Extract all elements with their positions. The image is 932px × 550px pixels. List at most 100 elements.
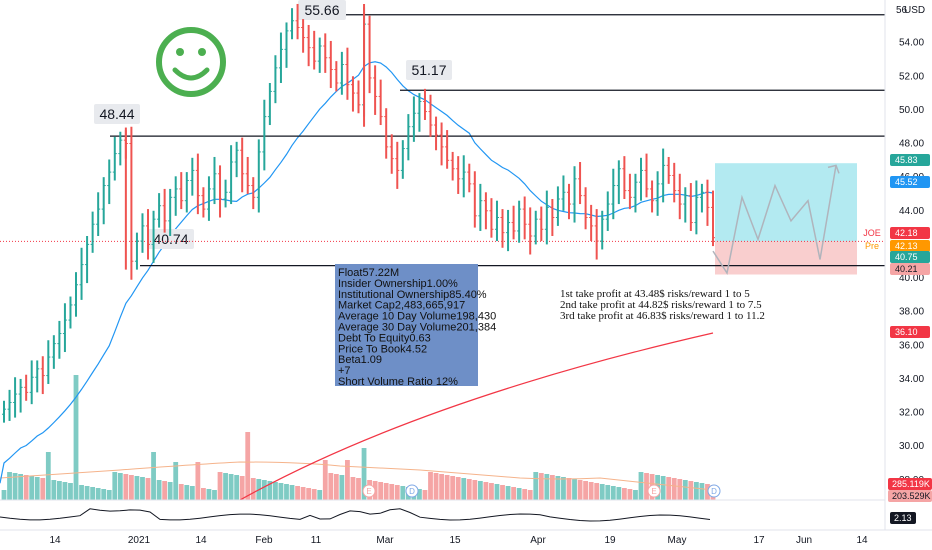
volume-bar	[428, 472, 433, 500]
price-tick-label: 52.00	[899, 71, 924, 82]
volume-bar	[505, 486, 511, 500]
price-tag-box	[890, 176, 930, 188]
indicator-tag-value: 2.13	[894, 513, 912, 523]
info-box-line: Float57.22M	[338, 267, 399, 279]
horizontal-levels[interactable]: 55.66 51.17 48.44 40.74	[94, 0, 885, 267]
take-profit-notes: 1st take profit at 43.48$ risks/reward 1…	[560, 288, 765, 322]
volume-tag-value: 203.529K	[892, 491, 931, 501]
volume-bar	[234, 475, 240, 500]
volume-bar	[123, 474, 129, 500]
level-label-background	[298, 0, 346, 20]
info-box-line: +7	[338, 365, 351, 377]
volume-bar	[500, 485, 505, 500]
volume-bar	[250, 478, 256, 500]
info-box-line: Insider Ownership1.00%	[338, 278, 458, 290]
volume-bar	[688, 481, 694, 500]
price-tag-symbol: JOE	[863, 228, 881, 238]
volume-bar	[162, 481, 168, 500]
volume-bar	[134, 476, 140, 500]
time-axis[interactable]: 14 2021 14 Feb 11 Mar 15 Apr 19 May 17 Jun 14	[49, 535, 868, 546]
volume-bar	[599, 484, 605, 500]
price-tick-label: 50.00	[899, 105, 924, 116]
level-label: 48.44	[99, 106, 134, 122]
volume-bar	[173, 462, 179, 500]
price-tick-label: 40.00	[899, 273, 924, 284]
volume-bar	[12, 473, 18, 500]
time-tick-label: 14	[856, 535, 868, 546]
time-tick-label: 19	[604, 535, 616, 546]
volume-histogram	[1, 375, 716, 500]
price-tag-box	[890, 154, 930, 166]
volume-bar	[40, 478, 46, 500]
volume-tag-box	[888, 478, 932, 490]
volume-bar	[356, 478, 361, 500]
position-target-zone[interactable]	[715, 163, 857, 242]
price-tag-value: 45.52	[895, 177, 918, 187]
smiley-face-icon	[156, 27, 226, 97]
volume-bar	[84, 486, 90, 500]
position-stop-zone[interactable]	[715, 241, 857, 275]
event-marker-label: E	[651, 487, 656, 496]
volume-bar	[383, 483, 389, 500]
moving-average-slow-line	[239, 332, 714, 501]
price-tag-box	[890, 251, 930, 263]
currency-label: USD	[904, 5, 925, 16]
volume-bar	[239, 476, 245, 500]
volume-bar	[95, 488, 101, 500]
volume-bar	[350, 477, 356, 500]
volume-bar	[511, 487, 516, 500]
volume-bar	[494, 484, 500, 500]
volume-bar	[677, 479, 683, 500]
volume-bar	[527, 490, 533, 500]
volume-bar	[151, 452, 156, 500]
price-tag-value: 42.13	[895, 241, 918, 251]
take-profit-note: 3rd take profit at 46.83$ risks/reward 1…	[560, 310, 765, 322]
price-tick-label: 38.00	[899, 307, 924, 318]
price-tag-box	[890, 240, 930, 252]
price-tick-label: 54.00	[899, 38, 924, 49]
price-tag-value: 36.10	[895, 327, 918, 337]
volume-bar	[461, 478, 467, 500]
volume-bar	[217, 472, 223, 500]
volume-bar	[638, 472, 644, 500]
info-box-line: Beta1.09	[338, 354, 382, 366]
volume-bar	[417, 489, 422, 500]
volume-bar	[566, 478, 572, 500]
price-tag-box	[890, 263, 930, 275]
time-tick-label: Jun	[796, 535, 812, 546]
volume-bar	[577, 480, 583, 500]
volume-bar	[705, 484, 710, 500]
volume-bar	[583, 481, 589, 500]
volume-bar	[73, 375, 79, 500]
volume-bar	[621, 488, 627, 500]
volume-bar	[666, 477, 672, 500]
volume-bar	[345, 460, 350, 500]
volume-bar	[206, 489, 212, 500]
volume-bar	[682, 480, 688, 500]
volume-bar	[178, 484, 184, 500]
volume-bar	[278, 483, 284, 500]
volume-bar	[538, 473, 544, 500]
volume-bar	[295, 486, 300, 500]
volume-bar	[311, 489, 317, 500]
volume-bar	[289, 485, 295, 500]
volume-bar	[549, 475, 555, 500]
price-tick-label: 30.00	[899, 441, 924, 452]
volume-bar	[34, 477, 40, 500]
price-tag-value: 42.18	[895, 228, 918, 238]
volume-bar	[79, 485, 84, 500]
time-tick-label: 11	[311, 535, 322, 546]
volume-bar	[400, 486, 406, 500]
volume-bar	[588, 482, 594, 500]
volume-bar	[245, 432, 251, 500]
volume-bar	[433, 473, 439, 500]
time-tick-label: 17	[753, 535, 765, 546]
volume-bar	[361, 448, 367, 500]
volume-bar	[117, 473, 123, 500]
event-marker	[707, 484, 721, 498]
price-projection-path[interactable]	[712, 165, 837, 275]
volume-bar	[610, 486, 616, 500]
